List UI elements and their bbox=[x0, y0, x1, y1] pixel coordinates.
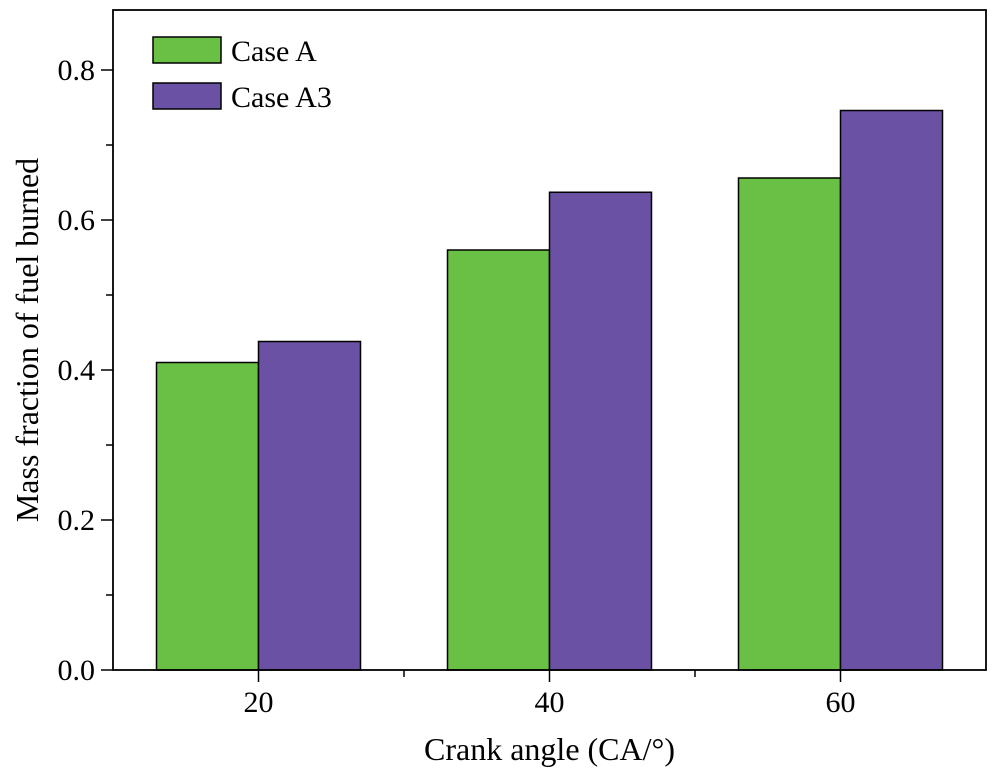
bar-case-a-40 bbox=[446, 249, 551, 671]
y-tick-label: 0.6 bbox=[58, 204, 96, 237]
x-tick-label: 60 bbox=[826, 686, 856, 719]
x-axis-title: Crank angle (CA/°) bbox=[424, 731, 675, 767]
bar-case-a3-20 bbox=[257, 340, 362, 671]
x-tick-label: 40 bbox=[535, 686, 565, 719]
legend-label: Case A bbox=[231, 35, 317, 68]
legend-swatch-case-a bbox=[152, 36, 222, 64]
bars-group bbox=[155, 109, 944, 671]
legend: Case A Case A3 bbox=[152, 35, 332, 114]
legend-swatch-case-a3 bbox=[152, 82, 222, 110]
y-tick-label: 0.0 bbox=[58, 654, 96, 687]
y-axis-title: Mass fraction of fuel burned bbox=[9, 158, 45, 522]
y-tick-label: 0.8 bbox=[58, 54, 96, 87]
x-tick-label: 20 bbox=[244, 686, 274, 719]
y-tick-label: 0.4 bbox=[58, 354, 96, 387]
bar-case-a-20 bbox=[155, 361, 260, 671]
ticks-group: 20 40 60 0.0 0.2 0.4 0.6 0.8 bbox=[58, 54, 856, 719]
bar-case-a-60 bbox=[737, 177, 842, 671]
legend-label: Case A3 bbox=[231, 81, 332, 114]
bar-case-a3-40 bbox=[548, 191, 653, 671]
y-tick-label: 0.2 bbox=[58, 504, 96, 537]
bar-case-a3-60 bbox=[839, 109, 944, 671]
